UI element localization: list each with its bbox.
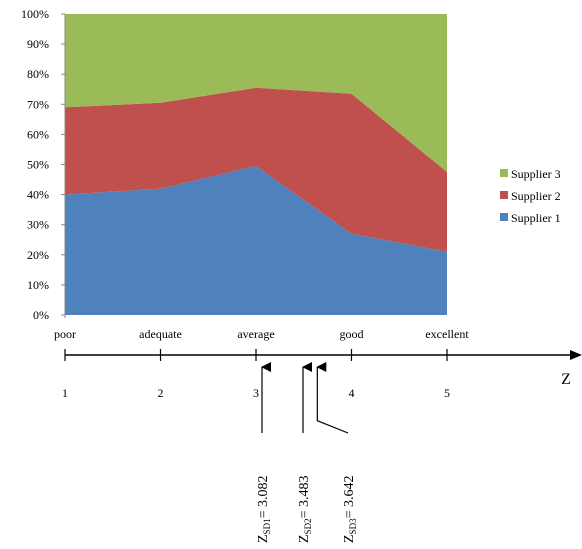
y-tick-label: 40% bbox=[27, 188, 49, 202]
y-tick-label: 100% bbox=[21, 7, 49, 21]
category-labels: poor adequate average good excellent bbox=[54, 327, 469, 341]
z-annotation-symbol: Z bbox=[342, 534, 357, 543]
z-annotation-value: = 3.642 bbox=[342, 476, 357, 519]
z-annotation-symbol: Z bbox=[297, 534, 312, 543]
z-annotation-label: ZSD1= 3.082 bbox=[256, 476, 272, 543]
legend-swatch bbox=[500, 169, 508, 177]
category-label: good bbox=[340, 327, 364, 341]
y-tick-label: 10% bbox=[27, 278, 49, 292]
y-axis: 0% 10% 20% 30% 40% 50% 60% 70% 80% 90% 100% bbox=[21, 7, 65, 322]
legend-label: Supplier 1 bbox=[511, 211, 561, 225]
y-tick-label: 80% bbox=[27, 67, 49, 81]
legend-swatch bbox=[500, 213, 508, 221]
category-label: poor bbox=[54, 327, 76, 341]
legend-label: Supplier 2 bbox=[511, 189, 561, 203]
z-axis-arrowhead bbox=[570, 350, 582, 360]
z-tick-label: 3 bbox=[253, 386, 259, 400]
z-annotation-text: ZSD3= 3.642 bbox=[342, 476, 358, 543]
z-annotation-value: = 3.082 bbox=[256, 476, 271, 519]
z-annotation-label: ZSD3= 3.642 bbox=[342, 476, 358, 543]
y-tick-label: 60% bbox=[27, 127, 49, 141]
z-annotation-text: ZSD1= 3.082 bbox=[256, 476, 272, 543]
category-label: adequate bbox=[139, 327, 182, 341]
area-series-2 bbox=[65, 87, 447, 252]
y-tick-label: 20% bbox=[27, 248, 49, 262]
z-annotation-arrow bbox=[316, 362, 349, 434]
z-axis: 1 2 3 4 5 Z bbox=[62, 349, 582, 400]
category-label: excellent bbox=[425, 327, 469, 341]
z-annotation-label: ZSD2= 3.483 bbox=[297, 476, 313, 543]
z-axis-label: Z bbox=[561, 371, 571, 388]
y-tick-label: 50% bbox=[27, 158, 49, 172]
z-annotation-subscript: SD1 bbox=[262, 518, 272, 534]
z-tick-label: 4 bbox=[349, 386, 355, 400]
area-series-1 bbox=[65, 166, 447, 315]
y-tick-label: 70% bbox=[27, 97, 49, 111]
z-annotation-text: ZSD2= 3.483 bbox=[297, 476, 313, 543]
legend: Supplier 3 Supplier 2 Supplier 1 bbox=[500, 167, 561, 225]
z-tick-label: 2 bbox=[158, 386, 164, 400]
z-annotation-subscript: SD3 bbox=[348, 518, 358, 535]
z-tick-label: 1 bbox=[62, 386, 68, 400]
y-tick-label: 0% bbox=[33, 308, 49, 322]
z-annotation-symbol: Z bbox=[256, 534, 271, 543]
z-annotation-value: = 3.483 bbox=[297, 476, 312, 519]
y-tick-label: 30% bbox=[27, 218, 49, 232]
category-label: average bbox=[237, 327, 274, 341]
plot-area bbox=[64, 14, 447, 318]
z-annotation-subscript: SD2 bbox=[303, 518, 313, 534]
y-tick-label: 90% bbox=[27, 37, 49, 51]
legend-swatch bbox=[500, 191, 508, 199]
area-series-3 bbox=[65, 14, 447, 173]
legend-label: Supplier 3 bbox=[511, 167, 561, 181]
z-tick-label: 5 bbox=[444, 386, 450, 400]
